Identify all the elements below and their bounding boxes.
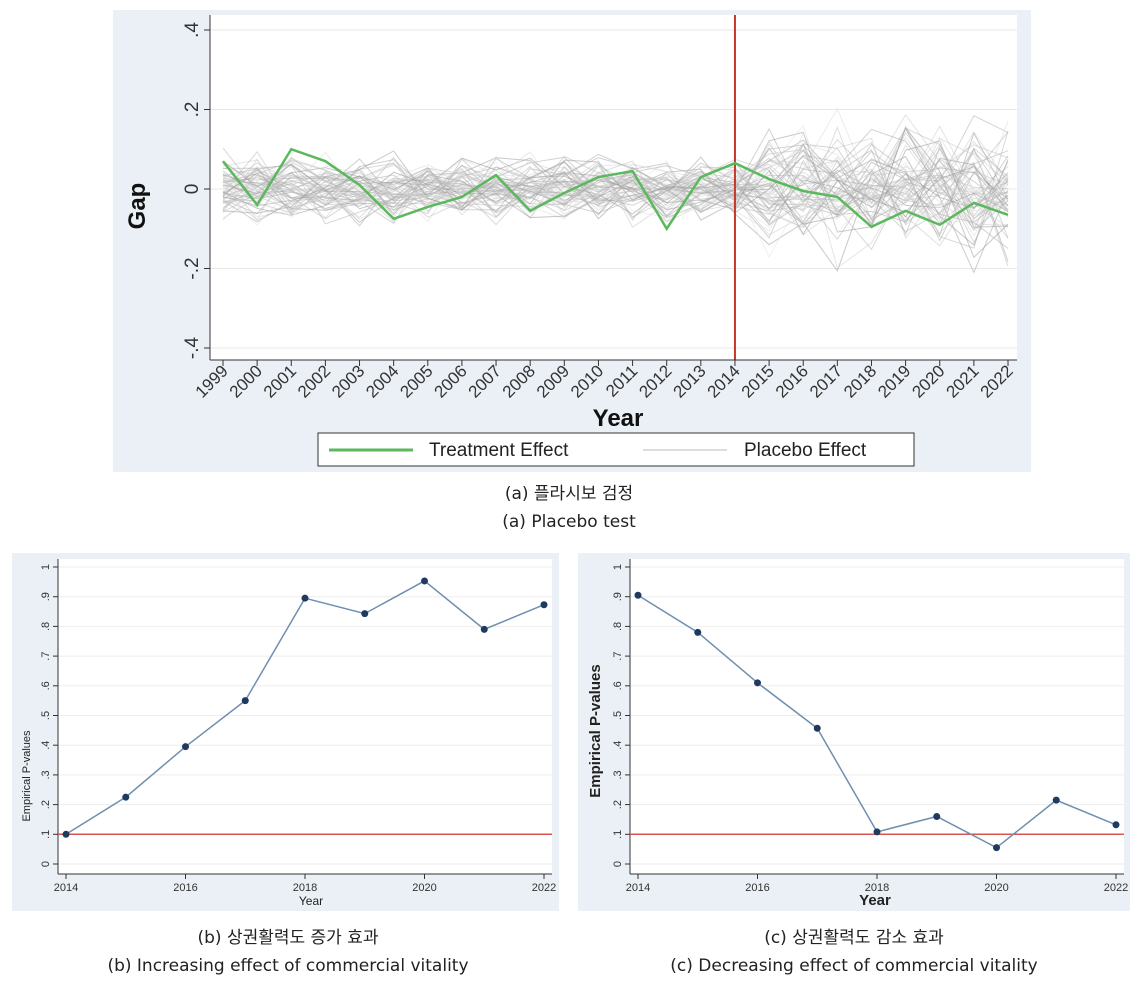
y-tick-label: .1 (612, 830, 624, 839)
y-tick-label: .6 (612, 681, 624, 690)
x-tick-label: 2014 (54, 882, 78, 894)
y-tick-label: .7 (40, 652, 52, 661)
p-value-point (182, 743, 189, 751)
placebo-line (222, 124, 1009, 234)
y-tick-label: .4 (40, 741, 52, 750)
p-value-point (241, 697, 249, 705)
p-value-point (421, 577, 428, 585)
p-value-point (634, 591, 642, 599)
x-tick-label: 2016 (173, 882, 197, 894)
p-value-point (122, 793, 130, 801)
p-value-point (694, 628, 702, 636)
x-axis-label: Year (859, 892, 891, 909)
y-tick-label: .7 (612, 652, 624, 661)
x-tick-label: 2014 (626, 882, 650, 894)
y-tick-label: 0 (612, 861, 624, 867)
y-tick-label: .5 (40, 711, 52, 720)
y-tick-label: .5 (612, 711, 624, 720)
decreasing-effect-chart: 0 .1 .2 .3 .4 .5 .6 .7 .8 .9 1 2014 2016 2018 2020 2022… (578, 553, 1130, 911)
y-tick-label: .2 (182, 102, 203, 118)
p-value-point (480, 625, 488, 633)
y-tick-label: .3 (612, 770, 624, 779)
y-tick-label: .1 (40, 830, 52, 839)
p-value-point (754, 679, 761, 687)
p-value-point (993, 844, 1000, 852)
y-tick-label: .9 (40, 592, 52, 601)
placebo-line (222, 144, 1009, 226)
x-tick-label: 2022 (532, 882, 556, 894)
x-tick-label: 2020 (984, 882, 1008, 894)
y-tick-label: .3 (40, 770, 52, 779)
placebo-line (222, 144, 1009, 219)
p-value-point (933, 812, 941, 820)
caption-c-english: (c) Decreasing effect of commercial vita… (670, 956, 1038, 976)
placebo-line (222, 131, 1009, 233)
y-tick-label: .4 (612, 741, 624, 750)
y-tick-label: -.4 (182, 336, 203, 359)
y-tick-label: .2 (40, 800, 52, 809)
placebo-line (222, 114, 1009, 224)
placebo-line (222, 126, 1009, 259)
p-value-point (813, 724, 821, 732)
p-value-point (301, 594, 309, 602)
x-tick-label: 2020 (412, 882, 436, 894)
y-axis-label: Gap (124, 183, 151, 230)
p-value-point (1052, 796, 1060, 804)
p-value-point (873, 828, 881, 836)
caption-c-korean: (c) 상권활력도 감소 효과 (764, 928, 944, 948)
placebo-line (222, 159, 1009, 267)
legend-placebo-label: Placebo Effect (744, 440, 867, 461)
y-tick-label: 1 (40, 564, 52, 570)
caption-c: (c) 상권활력도 감소 효과 (c) Decreasing effect of… (578, 924, 1130, 980)
plot-area (630, 559, 1124, 874)
caption-a-korean: (a) 플라시보 검정 (504, 484, 634, 504)
plot-area (58, 559, 552, 874)
y-tick-label: .6 (40, 681, 52, 690)
caption-b-english: (b) Increasing effect of commercial vita… (107, 956, 469, 976)
increasing-effect-chart: 0 .1 .2 .3 .4 .5 .6 .7 .8 .9 1 2014 2016 2018 2020 2022… (12, 553, 559, 911)
y-axis-label: Empirical P-values (587, 664, 604, 797)
placebo-line (222, 128, 1009, 226)
y-tick-label: .2 (612, 800, 624, 809)
y-axis-label: Empirical P-values (21, 730, 33, 822)
x-axis-label: Year (299, 894, 323, 908)
y-tick-label: .4 (182, 22, 203, 38)
caption-a-english: (a) Placebo test (502, 512, 636, 532)
x-tick-label: 2018 (293, 882, 317, 894)
placebo-chart: -.4-.20.2.4 1999200020012002200320042005… (113, 10, 1031, 472)
x-axis-label: Year (593, 405, 644, 432)
legend-box (317, 432, 915, 467)
placebo-line (222, 127, 1009, 236)
caption-a: (a) 플라시보 검정 (a) Placebo test (0, 480, 1138, 536)
y-tick-label: 0 (182, 184, 203, 195)
p-value-point (540, 601, 548, 609)
legend-treatment-label: Treatment Effect (429, 440, 569, 461)
p-value-point (361, 610, 369, 618)
placebo-line (222, 155, 1009, 244)
x-tick-label: 2022 (1104, 882, 1128, 894)
y-tick-label: 1 (612, 564, 624, 570)
y-tick-label: .9 (612, 592, 624, 601)
y-tick-label: -.2 (182, 257, 203, 279)
y-tick-label: .8 (612, 622, 624, 631)
treatment-effect-line (222, 147, 1009, 232)
caption-b-korean: (b) 상권활력도 증가 효과 (197, 928, 379, 948)
y-tick-label: 0 (40, 861, 52, 867)
p-value-point (1112, 821, 1120, 829)
y-tick-label: .8 (40, 622, 52, 631)
caption-b: (b) 상권활력도 증가 효과 (b) Increasing effect of… (12, 924, 564, 980)
p-value-point (62, 830, 70, 838)
legend: Treatment Effect Placebo Effect (317, 432, 915, 467)
x-tick-label: 2016 (745, 882, 769, 894)
placebo-line (222, 150, 1009, 222)
placebo-line (222, 158, 1009, 235)
x-tick-label: 2018 (865, 882, 889, 894)
placebo-line (222, 149, 1009, 233)
